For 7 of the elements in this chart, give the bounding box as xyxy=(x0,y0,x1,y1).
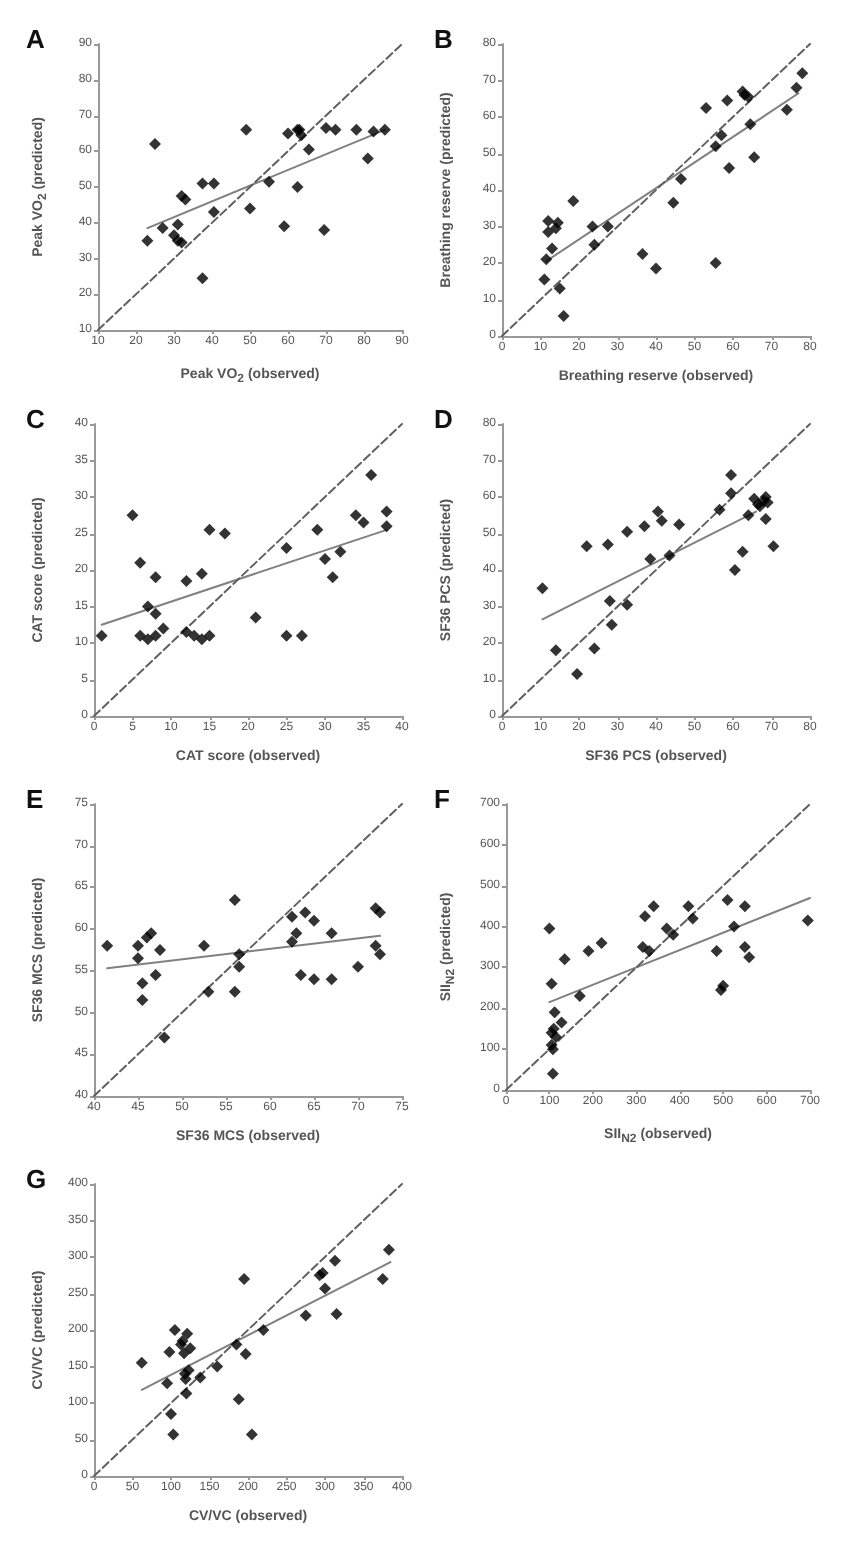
chart-title: E xyxy=(26,784,44,814)
chart-title: A xyxy=(26,24,46,54)
chart-title: C xyxy=(26,404,46,434)
chart-title: D xyxy=(434,404,453,434)
chart-title: B xyxy=(434,24,453,54)
chart-title: G xyxy=(26,1164,47,1194)
chart-title: F xyxy=(434,784,450,814)
